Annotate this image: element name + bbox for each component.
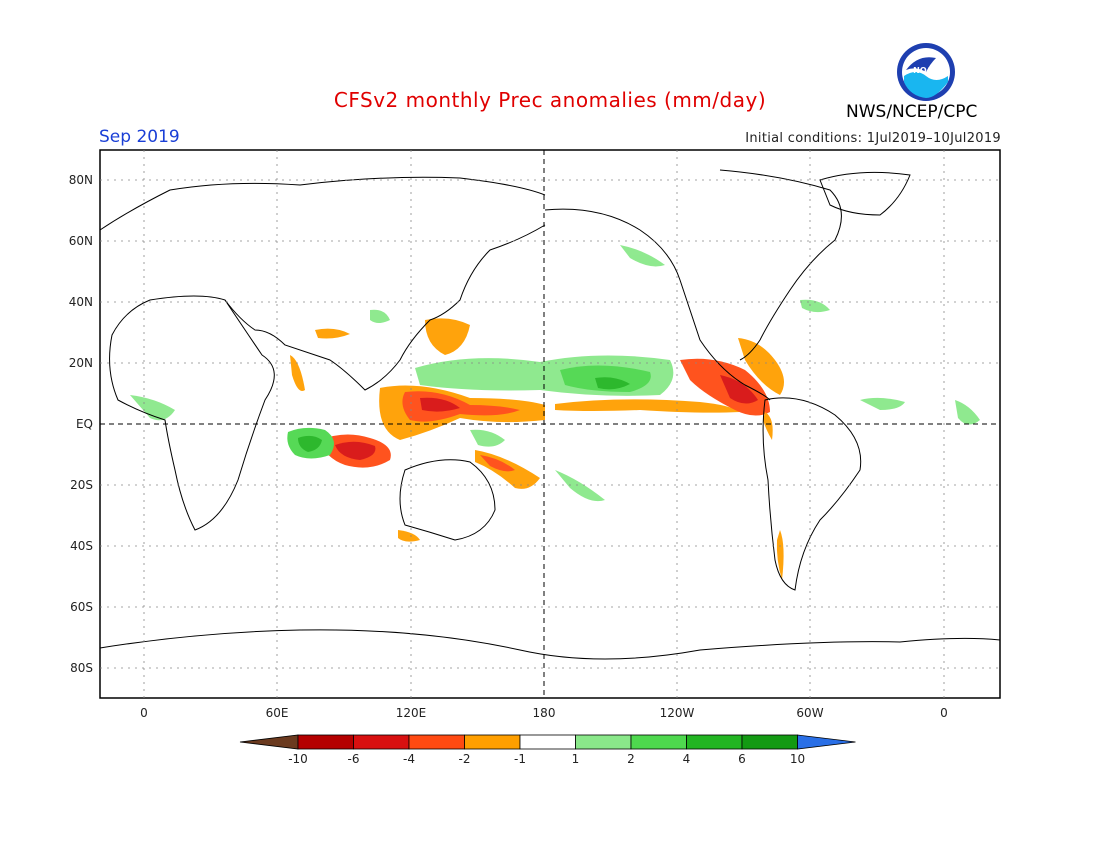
legend-swatch [408,734,465,750]
noaa-logo: NOAA [897,43,955,101]
legend-tick-label: -6 [348,752,360,766]
legend-arrow-high [797,734,856,750]
lat-label: 20N [69,356,93,370]
lon-label: 0 [940,706,948,720]
legend-tick-label: 10 [790,752,805,766]
initial-conditions: Initial conditions: 1Jul2019–10Jul2019 [745,131,1001,146]
chart-title: CFSv2 monthly Prec anomalies (mm/day) [333,88,767,112]
legend-swatch [741,734,798,750]
legend-tick-label: 4 [683,752,691,766]
legend-tick-label: 6 [738,752,746,766]
legend-swatch [464,734,521,750]
reference-lines [100,150,1000,698]
lat-label: EQ [76,417,93,431]
legend-swatch [353,734,410,750]
legend-swatch [630,734,687,750]
legend-swatch [686,734,743,750]
legend-tick-label: 2 [627,752,635,766]
lat-label: 80N [69,173,93,187]
logo-text: NOAA [913,66,939,75]
legend-arrow-low [239,734,299,750]
lat-label: 60N [69,234,93,248]
anomaly-shading [130,245,980,580]
coastlines [99,169,1001,660]
lat-label: 80S [70,661,93,675]
lon-label: 120W [660,706,695,720]
lat-label: 40S [70,539,93,553]
forecast-month: Sep 2019 [99,127,180,147]
lat-label: 20S [70,478,93,492]
lat-label: 60S [70,600,93,614]
lon-label: 120E [396,706,427,720]
legend-swatch [519,734,576,750]
legend-tick-label: -1 [514,752,526,766]
lon-label: 60E [266,706,289,720]
legend-tick-label: 1 [572,752,580,766]
lon-label: 60W [796,706,823,720]
map-gridlines [100,150,1000,698]
legend-swatch [575,734,632,750]
lon-label: 0 [140,706,148,720]
legend-swatch [297,734,354,750]
legend-tick-label: -4 [403,752,415,766]
lon-label: 180 [533,706,556,720]
legend-tick-label: -10 [288,752,308,766]
colorbar-legend: -10 -6 -4 -2 -1 1 2 4 6 10 [239,734,856,766]
legend-tick-label: -2 [459,752,471,766]
agency-label: NWS/NCEP/CPC [846,102,978,122]
lat-label: 40N [69,295,93,309]
